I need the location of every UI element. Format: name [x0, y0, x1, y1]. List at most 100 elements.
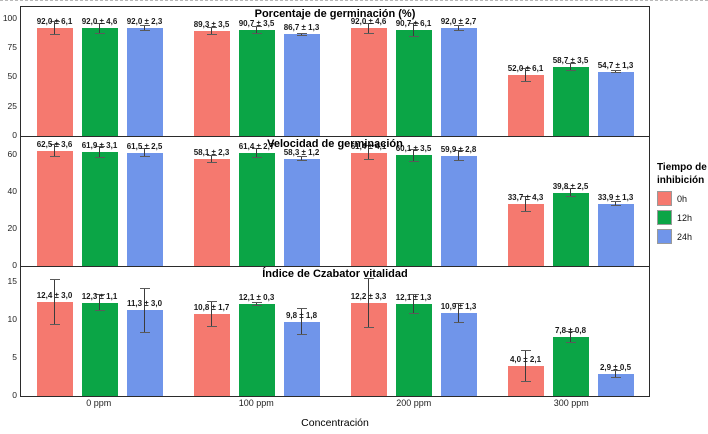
- error-bar: [139, 25, 150, 31]
- x-category-label: 100 ppm: [238, 398, 274, 408]
- bar: 61,5 ± 2,5: [126, 142, 163, 266]
- bar-value-label: 4,0 ± 2,1: [509, 354, 542, 364]
- bar: 58,7 ± 3,5: [552, 56, 589, 136]
- bar: 54,7 ± 1,3: [597, 61, 634, 136]
- error-bar: [520, 349, 531, 382]
- error-bar: [565, 330, 576, 343]
- facet-title: Velocidad de germinación: [267, 138, 403, 150]
- error-bar: [363, 278, 374, 329]
- error-bar: [139, 287, 150, 334]
- legend-title: Tiempo de inhibición: [657, 161, 707, 187]
- bar-group: 12,2 ± 3,3 12,1 ± 1,3 10,9 ± 1,3: [335, 267, 492, 396]
- error-bar: [296, 32, 307, 36]
- bar: 59,9 ± 2,8: [440, 145, 477, 266]
- bar: 61,4 ± 2,7: [238, 142, 275, 266]
- x-category-label: 200 ppm: [396, 398, 432, 408]
- bar: 86,7 ± 1,3: [283, 23, 320, 136]
- bar-value-label: 11,3 ± 3,0: [126, 299, 163, 309]
- bar: 62,5 ± 3,6: [36, 140, 73, 266]
- bar-value-label: 12,3 ± 1,1: [81, 291, 118, 301]
- bar: 58,3 ± 1,2: [283, 148, 320, 266]
- legend: Tiempo de inhibición 0h 12h 24h: [657, 161, 707, 248]
- facet-panel: Porcentaje de germinación (%) 0 25 50 75 100 9…: [3, 6, 650, 140]
- facet-panel: Índice de Czabator vitalidad 0 5 10 15 12,4 ±…: [8, 266, 650, 400]
- error-bar: [206, 27, 217, 36]
- error-bar: [453, 303, 464, 324]
- x-axis-category-labels: 0 ppm 100 ppm 200 ppm 300 ppm: [20, 398, 650, 408]
- legend-label: 0h: [677, 193, 688, 204]
- error-bar: [610, 370, 621, 378]
- bar: 92,0 ± 4,6: [350, 17, 387, 136]
- bar: 58,1 ± 2,3: [193, 148, 230, 266]
- error-bar: [251, 25, 262, 34]
- legend-title-line1: Tiempo de: [657, 162, 707, 173]
- bar-value-label: 86,7 ± 1,3: [283, 23, 320, 33]
- bar: 12,2 ± 3,3: [350, 278, 387, 396]
- bar-value-label: 10,9 ± 1,3: [440, 302, 477, 312]
- bar-value-label: 59,9 ± 2,8: [440, 144, 477, 154]
- y-axis-tick-label: 60: [7, 149, 17, 160]
- error-bar: [408, 148, 419, 162]
- bar-value-label: 39,8 ± 2,5: [552, 181, 589, 191]
- bar: 92,0 ± 2,7: [440, 17, 477, 136]
- bar-value-label: 33,9 ± 1,3: [597, 192, 634, 202]
- bar-group: 92,0 ± 6,1 92,0 ± 4,6 92,0 ± 2,3: [21, 7, 178, 136]
- x-category-label: 0 ppm: [86, 398, 112, 408]
- y-axis-tick-label: 75: [7, 42, 17, 53]
- bar-group: 10,8 ± 1,7 12,1 ± 0,3 9,8 ± 1,8: [178, 267, 335, 396]
- error-bar: [610, 201, 621, 206]
- bar-value-label: 52,0 ± 6,1: [507, 64, 544, 74]
- facet-title: Índice de Czabator vitalidad: [262, 268, 408, 280]
- error-bar: [49, 20, 60, 36]
- bar-value-label: 58,7 ± 3,5: [552, 56, 589, 66]
- bar-value-label: 58,1 ± 2,3: [193, 147, 230, 157]
- error-bar: [139, 148, 150, 158]
- error-bar: [251, 301, 262, 307]
- bar-group: 92,0 ± 4,6 90,7 ± 6,1 92,0 ± 2,7: [335, 7, 492, 136]
- y-axis-tick-label: 10: [7, 314, 17, 325]
- y-axis-tick-label: 100: [2, 12, 17, 23]
- error-bar: [251, 147, 262, 158]
- bar-value-label: 12,4 ± 3,0: [36, 290, 73, 300]
- x-category-label: 300 ppm: [553, 398, 589, 408]
- bar-value-label: 54,7 ± 1,3: [597, 60, 634, 70]
- bar-value-label: 10,8 ± 1,7: [193, 303, 230, 313]
- facet-title: Porcentaje de germinación (%): [254, 8, 416, 20]
- bar: 90,7 ± 3,5: [238, 19, 275, 136]
- error-bar: [408, 294, 419, 315]
- error-bar: [520, 67, 531, 83]
- y-axis-tick-label: 25: [7, 100, 17, 111]
- bar: 9,8 ± 1,8: [283, 307, 320, 396]
- bar-value-label: 90,7 ± 6,1: [395, 18, 432, 28]
- bar-group: 33,7 ± 4,3 39,8 ± 2,5 33,9 ± 1,3: [492, 137, 649, 266]
- error-bar: [296, 307, 307, 336]
- legend-swatch: [657, 210, 672, 225]
- bar-group: 62,5 ± 3,6 61,9 ± 3,1 61,5 ± 2,5: [21, 137, 178, 266]
- bar: 52,0 ± 6,1: [507, 64, 544, 136]
- error-bar: [94, 294, 105, 312]
- bar-value-label: 92,0 ± 2,3: [126, 17, 163, 27]
- bar-value-label: 12,1 ± 0,3: [238, 293, 275, 303]
- y-axis-tick-label: 50: [7, 71, 17, 82]
- error-bar: [565, 188, 576, 198]
- bar-group: 61,4 ± 4,1 60,1 ± 3,5 59,9 ± 2,8: [335, 137, 492, 266]
- legend-label: 12h: [677, 212, 693, 223]
- bar: 11,3 ± 3,0: [126, 287, 163, 396]
- error-bar: [610, 70, 621, 74]
- bar-value-label: 89,3 ± 3,5: [193, 20, 230, 30]
- bar-value-label: 92,0 ± 6,1: [36, 17, 73, 27]
- bar-value-label: 62,5 ± 3,6: [36, 139, 73, 149]
- bar-value-label: 9,8 ± 1,8: [285, 310, 318, 320]
- bar-group: 12,4 ± 3,0 12,3 ± 1,1 11,3 ± 3,0: [21, 267, 178, 396]
- bar: 33,7 ± 4,3: [507, 193, 544, 266]
- bar: 10,8 ± 1,7: [193, 301, 230, 396]
- error-bar: [206, 154, 217, 164]
- bars-area: 92,0 ± 6,1 92,0 ± 4,6 92,0 ± 2,3 89,3 ± 3,5…: [21, 7, 649, 136]
- bar-value-label: 60,1 ± 3,5: [395, 144, 432, 154]
- bar: 12,1 ± 1,3: [395, 293, 432, 396]
- bar: 61,9 ± 3,1: [81, 141, 118, 266]
- bar: 10,9 ± 1,3: [440, 302, 477, 396]
- bar-value-label: 61,4 ± 2,7: [238, 141, 275, 151]
- bar: 12,4 ± 3,0: [36, 279, 73, 396]
